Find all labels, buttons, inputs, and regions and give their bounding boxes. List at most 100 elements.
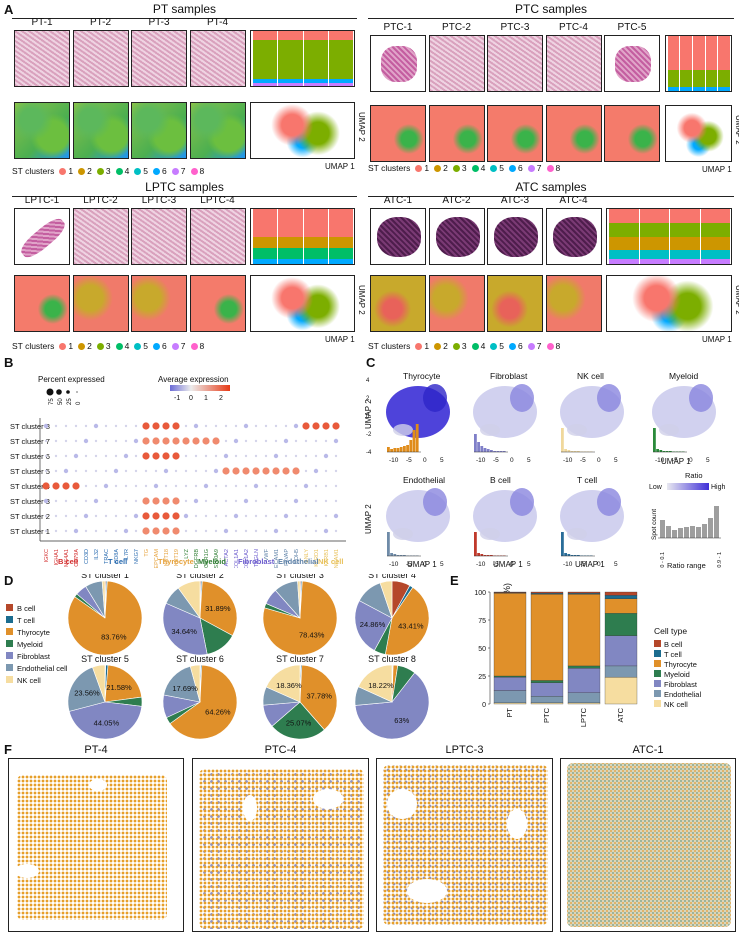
- sample-name: LPTC-2: [83, 195, 118, 206]
- pie-percent-label: 18.22%: [368, 681, 394, 690]
- dot: [314, 439, 318, 443]
- histogram-bar: [496, 451, 500, 452]
- legend-swatch: [115, 343, 123, 351]
- ratio-range-label: Ratio range: [667, 561, 706, 570]
- x-tick: -10: [476, 457, 486, 464]
- pie-percent-label: 63%: [394, 716, 409, 725]
- sample-name: PTC-4: [559, 22, 588, 33]
- bar-segment: [530, 592, 564, 595]
- dot: [73, 528, 79, 534]
- dot: [212, 437, 220, 445]
- histogram-bar: [390, 553, 393, 556]
- dot: [294, 514, 298, 518]
- dot: [142, 422, 150, 430]
- cluster-map: [545, 105, 602, 162]
- dot: [224, 484, 228, 488]
- dot: [223, 453, 229, 459]
- dot: [114, 454, 118, 458]
- legend-label: 8: [199, 166, 205, 176]
- x-tick: 5: [440, 561, 444, 568]
- gene-label: GNLY: [304, 549, 310, 564]
- dot: [294, 529, 298, 533]
- proportion-bars: [606, 208, 732, 265]
- panel-label-f: F: [4, 742, 12, 757]
- gene-label: COL1A1: [234, 549, 240, 568]
- ratio-bar: [678, 528, 683, 538]
- pie-percent-label: 83.76%: [101, 632, 127, 641]
- dot: [44, 439, 48, 443]
- bar-segment: [530, 591, 564, 594]
- bar-column: [680, 36, 692, 91]
- pie-percent-label: 24.86%: [360, 620, 386, 629]
- cluster-map: [487, 275, 543, 332]
- panel-label-d: D: [4, 573, 14, 588]
- dot: [214, 424, 218, 428]
- dot: [44, 454, 48, 458]
- dot: [332, 422, 340, 430]
- percent-legend-dot: [76, 391, 78, 393]
- dot: [113, 468, 119, 474]
- row-label: ST cluster 3: [10, 497, 50, 506]
- bar-segment: [667, 36, 680, 71]
- legend-swatch: [509, 165, 517, 173]
- dot: [224, 439, 228, 443]
- dot: [193, 498, 199, 504]
- dot: [84, 529, 88, 533]
- dot: [83, 513, 89, 519]
- umap-plot: [250, 102, 355, 159]
- bar-segment: [328, 247, 353, 259]
- histogram-bar: [477, 553, 480, 556]
- sample-name: PTC-5: [617, 22, 647, 33]
- dot: [232, 467, 240, 475]
- bar-segment: [303, 39, 328, 80]
- legend-title: ST clusters: [368, 341, 411, 351]
- dot: [194, 469, 198, 473]
- dot: [322, 422, 330, 430]
- cluster-map: [131, 102, 187, 159]
- legend-swatch: [546, 165, 554, 173]
- bar-column: [667, 36, 680, 91]
- bar-segment: [278, 39, 303, 80]
- tissue-gap: [387, 789, 417, 819]
- legend-swatch: [527, 165, 535, 173]
- bar-segment: [328, 236, 353, 248]
- dot: [252, 467, 260, 475]
- x-tick: 0: [423, 561, 427, 568]
- gene-label: KRT18: [164, 549, 170, 566]
- legend-label: 6: [162, 166, 167, 176]
- histogram-bar: [653, 428, 656, 452]
- he-image: [545, 208, 602, 265]
- dot: [104, 529, 108, 533]
- umap2-label: UMAP 2: [734, 285, 739, 315]
- legend-swatch: [6, 676, 13, 683]
- legend-swatch: [490, 165, 498, 173]
- spatial-map: [560, 758, 736, 932]
- dot: [324, 439, 328, 443]
- bar-segment: [253, 31, 278, 40]
- umap-feature-plots: Thyrocyte -10 -5 0 5 Fibroblast -10 -5 0 5 NK cell…: [365, 371, 726, 570]
- bar-segment: [303, 79, 328, 83]
- dot: [114, 514, 118, 518]
- bar-segment: [700, 258, 730, 264]
- gene-label: CD3D: [84, 549, 90, 564]
- ratio-high: High: [711, 484, 726, 491]
- dot: [124, 439, 128, 443]
- legend-swatch: [171, 343, 179, 351]
- dot: [214, 529, 218, 533]
- panel-label-e: E: [450, 573, 459, 588]
- dot: [124, 514, 128, 518]
- umap-cloud: [597, 384, 621, 412]
- bar-segment: [705, 86, 718, 91]
- legend-swatch: [153, 343, 161, 351]
- cluster-map: [131, 275, 187, 332]
- dot: [283, 438, 289, 444]
- dot: [254, 529, 258, 533]
- legend-label: 1: [68, 166, 74, 176]
- y-axis-label: UMAP 2: [365, 504, 373, 534]
- x-axis-label: UMAP 1: [407, 560, 437, 569]
- dot: [43, 423, 49, 429]
- legend-swatch: [59, 168, 67, 176]
- cluster-map: [72, 275, 129, 332]
- dot: [303, 483, 309, 489]
